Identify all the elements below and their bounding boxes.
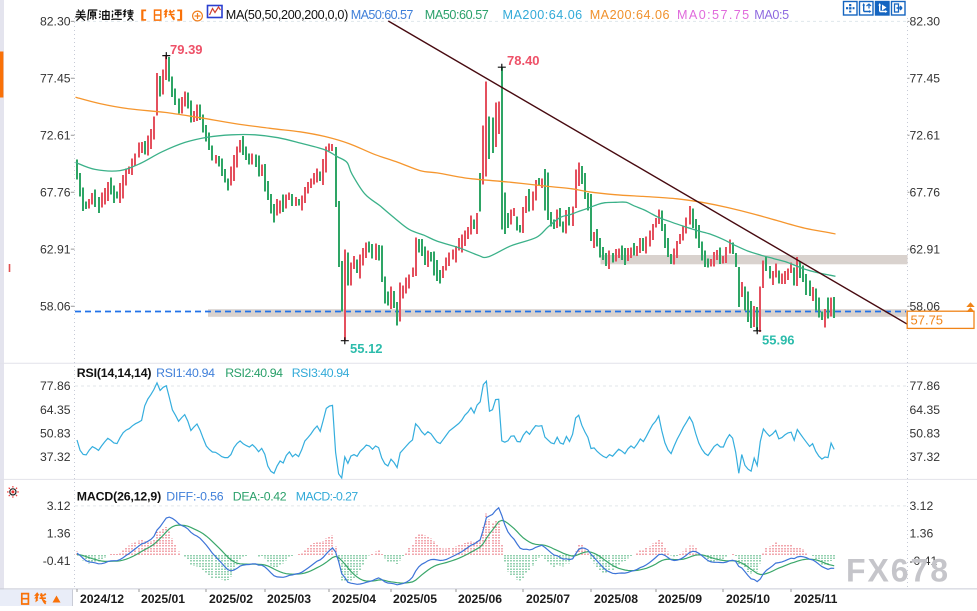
svg-text:2025/08: 2025/08 <box>594 592 638 606</box>
svg-text:57.75: 57.75 <box>911 312 944 327</box>
svg-text:-0.41: -0.41 <box>910 554 938 568</box>
svg-text:2025/11: 2025/11 <box>794 592 838 606</box>
svg-text:72.61: 72.61 <box>40 128 71 142</box>
svg-text:RSI(14,14,14): RSI(14,14,14) <box>77 366 152 380</box>
svg-text:2025/07: 2025/07 <box>526 592 570 606</box>
svg-text:1.36: 1.36 <box>47 527 71 541</box>
svg-text:MA(50,50,200,200,0,0): MA(50,50,200,200,0,0) <box>226 8 348 22</box>
svg-text:1.36: 1.36 <box>910 527 934 541</box>
svg-text:RSI2:40.94: RSI2:40.94 <box>225 366 283 380</box>
svg-text:79.39: 79.39 <box>170 42 203 57</box>
svg-text:MACD(26,12,9): MACD(26,12,9) <box>77 490 161 504</box>
svg-text:MA0:57.75: MA0:57.75 <box>677 8 749 22</box>
svg-text:62.91: 62.91 <box>910 242 941 256</box>
svg-text:MA50:60.57: MA50:60.57 <box>425 8 489 22</box>
svg-text:58.06: 58.06 <box>910 299 941 313</box>
svg-text:2025/01: 2025/01 <box>141 592 185 606</box>
svg-text:MACD:-0.27: MACD:-0.27 <box>296 490 359 504</box>
svg-text:64.35: 64.35 <box>40 403 71 417</box>
svg-text:FX678: FX678 <box>846 553 948 589</box>
svg-text:77.45: 77.45 <box>910 72 941 86</box>
svg-text:62.91: 62.91 <box>40 242 71 256</box>
svg-text:MA200:64.06: MA200:64.06 <box>503 8 583 22</box>
svg-text:2025/03: 2025/03 <box>267 592 311 606</box>
svg-text:DEA:-0.42: DEA:-0.42 <box>233 490 287 504</box>
svg-text:82.30: 82.30 <box>910 15 941 29</box>
svg-text:2024/12: 2024/12 <box>80 592 124 606</box>
svg-text:MA200:64.06: MA200:64.06 <box>590 8 670 22</box>
svg-text:2025/04: 2025/04 <box>332 592 376 606</box>
svg-text:2025/06: 2025/06 <box>458 592 502 606</box>
svg-text:50.83: 50.83 <box>910 427 941 441</box>
svg-text:MA0:5: MA0:5 <box>754 8 789 22</box>
svg-text:-0.41: -0.41 <box>43 554 71 568</box>
svg-text:37.32: 37.32 <box>910 450 941 464</box>
svg-text:78.40: 78.40 <box>507 53 540 68</box>
svg-text:64.35: 64.35 <box>910 403 941 417</box>
svg-text:2025/02: 2025/02 <box>209 592 253 606</box>
svg-text:2025/09: 2025/09 <box>658 592 702 606</box>
svg-text:72.61: 72.61 <box>910 128 941 142</box>
svg-text:67.76: 67.76 <box>910 185 941 199</box>
svg-text:RSI1:40.94: RSI1:40.94 <box>156 366 215 380</box>
svg-text:2025/05: 2025/05 <box>393 592 437 606</box>
svg-text:82.30: 82.30 <box>40 15 71 29</box>
svg-text:50.83: 50.83 <box>40 427 71 441</box>
svg-text:58.06: 58.06 <box>40 299 71 313</box>
svg-text:67.76: 67.76 <box>40 185 71 199</box>
svg-text:77.86: 77.86 <box>40 379 71 393</box>
svg-text:37.32: 37.32 <box>40 450 71 464</box>
svg-text:2025/10: 2025/10 <box>726 592 770 606</box>
svg-text:55.96: 55.96 <box>762 333 795 348</box>
svg-text:DIFF:-0.56: DIFF:-0.56 <box>166 490 223 504</box>
svg-text:MA50:60.57: MA50:60.57 <box>351 8 414 22</box>
svg-text:55.12: 55.12 <box>350 341 383 356</box>
svg-text:3.12: 3.12 <box>910 499 934 513</box>
svg-text:3.12: 3.12 <box>47 499 71 513</box>
svg-text:RSI3:40.94: RSI3:40.94 <box>292 366 350 380</box>
svg-text:77.86: 77.86 <box>910 379 941 393</box>
svg-text:77.45: 77.45 <box>40 72 71 86</box>
